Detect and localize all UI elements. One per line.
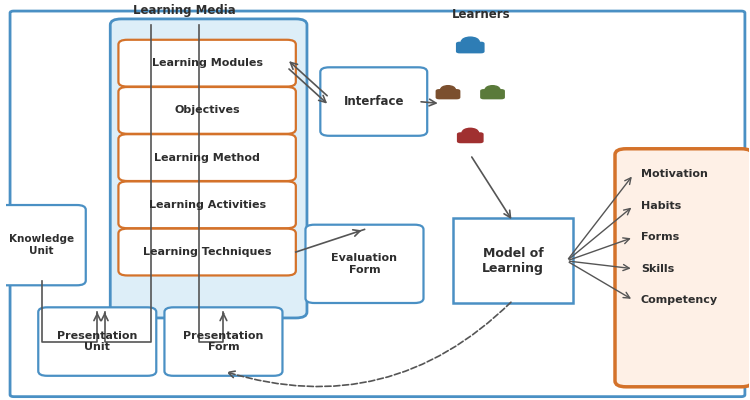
Text: Skills: Skills — [641, 264, 674, 274]
Text: Interface: Interface — [344, 95, 404, 108]
FancyBboxPatch shape — [305, 225, 424, 303]
Text: Learning Activities: Learning Activities — [148, 200, 266, 210]
Text: Model of
Learning: Model of Learning — [482, 247, 544, 275]
Text: Presentation
Unit: Presentation Unit — [57, 331, 137, 352]
Text: Learning Modules: Learning Modules — [152, 58, 262, 68]
Text: Habits: Habits — [641, 201, 681, 211]
FancyBboxPatch shape — [615, 149, 750, 387]
FancyBboxPatch shape — [118, 182, 296, 228]
FancyBboxPatch shape — [0, 205, 86, 285]
Text: Learning Media: Learning Media — [133, 4, 236, 17]
FancyBboxPatch shape — [320, 67, 428, 136]
FancyBboxPatch shape — [453, 218, 573, 303]
Text: Learning Techniques: Learning Techniques — [143, 247, 272, 257]
Text: Objectives: Objectives — [174, 106, 240, 116]
FancyBboxPatch shape — [118, 229, 296, 276]
FancyBboxPatch shape — [118, 87, 296, 134]
Circle shape — [461, 37, 479, 47]
Text: Forms: Forms — [641, 232, 680, 242]
FancyBboxPatch shape — [38, 307, 156, 376]
FancyBboxPatch shape — [457, 132, 484, 143]
Text: Knowledge
Unit: Knowledge Unit — [9, 234, 74, 256]
Circle shape — [485, 86, 500, 94]
FancyBboxPatch shape — [118, 40, 296, 86]
FancyBboxPatch shape — [110, 19, 307, 318]
Text: Motivation: Motivation — [641, 169, 708, 179]
FancyBboxPatch shape — [436, 89, 460, 99]
Text: Learners: Learners — [452, 8, 511, 21]
FancyBboxPatch shape — [456, 42, 484, 53]
FancyBboxPatch shape — [480, 89, 505, 99]
Text: Presentation
Form: Presentation Form — [183, 331, 264, 352]
FancyBboxPatch shape — [164, 307, 283, 376]
Circle shape — [441, 86, 455, 94]
Text: Learning Method: Learning Method — [154, 153, 260, 163]
FancyBboxPatch shape — [118, 134, 296, 181]
Circle shape — [462, 128, 478, 137]
Text: Evaluation
Form: Evaluation Form — [332, 253, 398, 275]
Text: Competency: Competency — [641, 295, 718, 305]
FancyBboxPatch shape — [10, 11, 745, 397]
